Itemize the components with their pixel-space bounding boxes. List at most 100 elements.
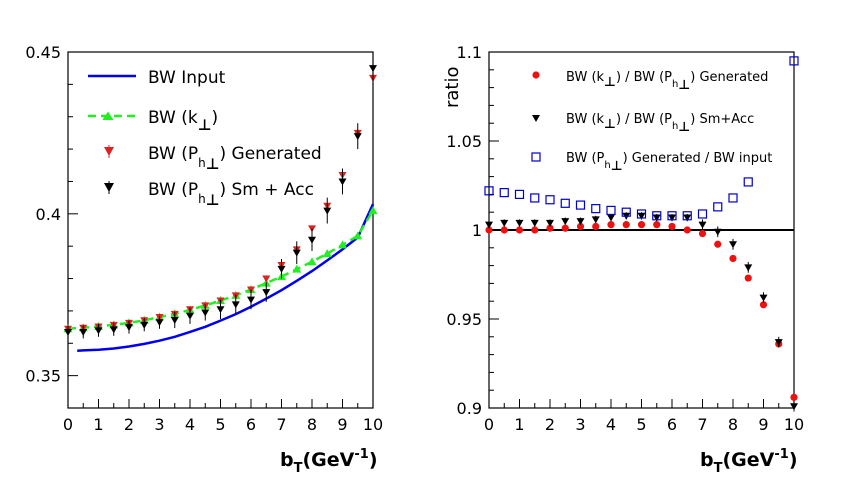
right-xtick-label: 7	[697, 415, 707, 434]
left-series-3-point	[292, 249, 301, 257]
legend-k-label: BW (k⊥)	[148, 108, 218, 134]
left-series-3-point	[155, 319, 164, 327]
right-xtick-label: 6	[667, 415, 677, 434]
right-series-1-point	[576, 218, 585, 226]
left-series-3-point	[94, 327, 103, 335]
right-series-2-point	[667, 211, 677, 221]
right-series-1-point	[759, 294, 768, 302]
right-series-0-point	[546, 224, 554, 232]
right-ytick-label: 0.95	[446, 310, 482, 329]
left-xtick-label: 1	[93, 415, 103, 434]
left-series-1-point	[307, 257, 317, 266]
right-series-0-point	[668, 222, 676, 231]
right-series-1-point	[637, 212, 646, 220]
left-series-3-point	[277, 265, 286, 273]
left-x-axis-title: bT(GeV-1)	[280, 447, 378, 476]
left-series-3-point	[353, 133, 362, 141]
right-series-2-point	[743, 177, 753, 187]
right-series-1-point	[546, 219, 554, 227]
left-series-3-point	[308, 236, 316, 244]
right-series-0-point	[592, 222, 600, 231]
left-series-3-point	[125, 324, 133, 332]
legend-input-label: BW Input	[148, 68, 226, 88]
legend-ratio-inp-label: BW (Ph⊥) Generated / BW input	[566, 151, 772, 174]
right-series-2-point	[697, 209, 708, 219]
right-xtick-label: 3	[575, 415, 585, 434]
legend-ratio-sm-marker	[532, 115, 540, 122]
left-ytick-label: 0.35	[25, 367, 61, 386]
right-series-1-point	[790, 403, 798, 411]
right-series-2-point	[606, 205, 616, 216]
right-series-1-point	[744, 264, 753, 272]
left-series-1-point	[322, 249, 332, 258]
right-series-1-point	[530, 219, 539, 227]
right-series-1-point	[729, 241, 737, 249]
legend-ratio-sm-label: BW (k⊥) / BW (Ph⊥) Sm+Acc	[566, 112, 754, 135]
right-series-1-point	[591, 216, 600, 224]
left-xtick-label: 6	[246, 415, 256, 434]
right-series-0-point	[622, 221, 630, 229]
right-ytick-label: 1.1	[457, 43, 482, 62]
left-series-3-point	[369, 65, 377, 73]
right-series-1-point	[607, 214, 615, 222]
right-series-0-point	[485, 226, 493, 234]
right-xtick-label: 0	[484, 415, 494, 434]
right-series-1-point	[561, 218, 570, 226]
right-series-2-point	[545, 195, 555, 205]
left-series-3-point	[109, 326, 118, 334]
right-xtick-label: 4	[606, 415, 616, 434]
right-axis-ticks: 0 1 2 3 4 5 6 7 8 9 10 0.9 0.95 1 1.05 1.1	[446, 43, 804, 434]
left-series-3-point	[140, 321, 149, 329]
right-ytick-label: 1.05	[446, 132, 482, 151]
right-ytick-label: 1	[472, 221, 482, 240]
left-series-1-line	[67, 209, 375, 330]
right-xtick-label: 8	[728, 415, 738, 434]
left-series-3-point	[247, 296, 255, 304]
right-series-0-point	[500, 226, 508, 234]
legend-ratio-gen-label: BW (k⊥) / BW (Ph⊥) Generated	[566, 70, 768, 93]
right-series-0-point	[714, 240, 722, 248]
legend-gen-label: BW (Ph⊥) Generated	[148, 144, 322, 173]
left-series-3-point	[262, 289, 271, 297]
right-legend: BW (k⊥) / BW (Ph⊥) Generated BW (k⊥) / B…	[531, 70, 772, 174]
right-series-0-point	[637, 221, 646, 229]
right-series-0-point	[576, 222, 585, 231]
right-data-series	[484, 56, 799, 412]
legend-sm-label: BW (Ph⊥) Sm + Acc	[148, 180, 314, 209]
right-series-0-point	[607, 221, 615, 229]
right-series-1-point	[683, 214, 692, 222]
left-series-2-point	[262, 275, 271, 283]
right-series-2-point	[682, 211, 692, 221]
left-series-3-point	[231, 301, 240, 309]
legend-ratio-gen-marker	[532, 71, 540, 79]
right-series-1-point	[652, 214, 661, 222]
right-series-2-point	[575, 200, 586, 210]
left-series-3-point	[79, 328, 88, 336]
left-series-3-point	[201, 309, 210, 317]
left-series-1-point	[368, 206, 378, 215]
right-series-0-point	[698, 229, 707, 238]
right-xtick-label: 1	[514, 415, 524, 434]
left-series-3-point	[170, 316, 179, 324]
right-xtick-label: 5	[636, 415, 646, 434]
legend-k-marker	[102, 111, 114, 120]
right-series-2-point	[652, 211, 662, 221]
right-series-1-point	[713, 228, 722, 236]
right-y-axis-title: ratio	[442, 66, 463, 108]
right-xtick-label: 9	[758, 415, 768, 434]
right-series-2-point	[530, 193, 540, 203]
left-xtick-label: 2	[124, 415, 134, 434]
left-series-1-point	[353, 231, 363, 240]
right-series-2-point	[560, 198, 570, 208]
legend-ratio-inp-marker	[531, 152, 541, 162]
left-series-3-point	[338, 178, 347, 186]
left-series-1-point	[338, 240, 347, 249]
right-series-2-point	[789, 56, 799, 66]
left-panel: 0 1 2 3 4 5 6 7 8 9 10 0.35 0.4 0.45 BW Input BW (k⊥)…	[25, 43, 383, 476]
left-series-0-line	[77, 203, 375, 352]
left-xtick-label: 10	[363, 415, 383, 434]
left-plot-frame	[67, 51, 374, 409]
right-series-2-point	[636, 209, 647, 219]
right-panel: 0 1 2 3 4 5 6 7 8 9 10 0.9 0.95 1 1.05 1.1 BW (k⊥) / BW…	[442, 43, 804, 476]
left-xtick-label: 4	[185, 415, 195, 434]
